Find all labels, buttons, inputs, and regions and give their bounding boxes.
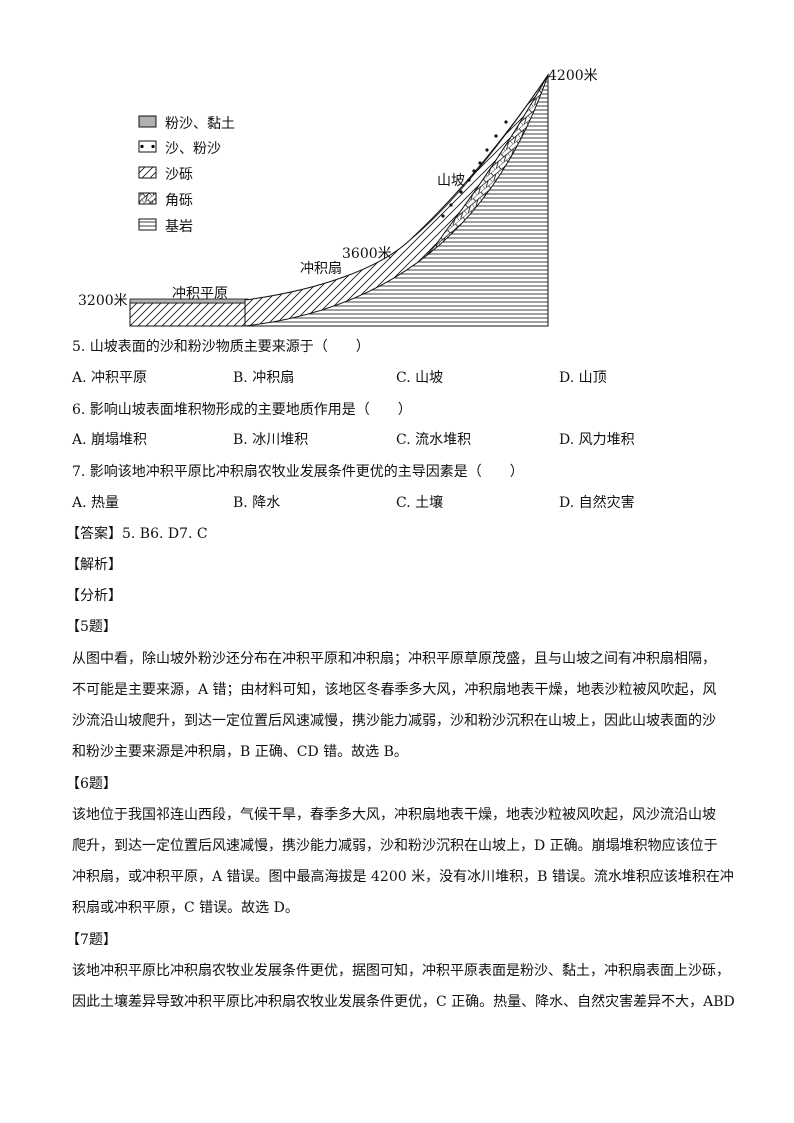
bedrock-layer xyxy=(244,74,549,327)
section-6-line: 爬升，到达一定位置后风速减慢，携沙能力减弱，沙和粉沙沉积在山坡上，D 正确。崩塌… xyxy=(72,838,718,854)
label-fan: 冲积扇 xyxy=(300,261,342,277)
q5-option-c: C. 山坡 xyxy=(396,370,444,386)
svg-text:基岩: 基岩 xyxy=(165,218,193,235)
section-5-line: 从图中看，除山坡外粉沙还分布在冲积平原和冲积扇；冲积平原草原茂盛，且与山坡之间有… xyxy=(72,651,716,667)
section-6-title: 【6题】 xyxy=(66,776,117,792)
q6-option-b: B. 冰川堆积 xyxy=(233,432,309,448)
q7-option-d: D. 自然灾害 xyxy=(559,495,635,511)
section-7-title: 【7题】 xyxy=(66,932,117,948)
q7-option-b: B. 降水 xyxy=(233,495,281,511)
svg-text:沙、粉沙: 沙、粉沙 xyxy=(165,141,221,157)
section-5-line: 不可能是主要来源，A 错；由材料可知，该地区冬春季多大风，冲积扇地表干燥，地表沙… xyxy=(72,682,717,698)
section-7-line: 因此土壤差异导致冲积平原比冲积扇农牧业发展条件更优，C 正确。热量、降水、自然灾… xyxy=(72,994,735,1010)
q6-option-c: C. 流水堆积 xyxy=(396,432,472,448)
label-plain: 冲积平原 xyxy=(172,286,228,302)
label-slope: 山坡 xyxy=(437,173,465,189)
section-5-line: 和粉沙主要来源是冲积扇，B 正确、CD 错。故选 B。 xyxy=(72,744,408,760)
fenxi-heading: 【分析】 xyxy=(66,588,122,604)
q5-option-b: B. 冲积扇 xyxy=(233,370,295,386)
svg-text:角砾: 角砾 xyxy=(165,193,193,209)
q5-option-a: A. 冲积平原 xyxy=(72,370,148,386)
section-7-line: 该地冲积平原比冲积扇农牧业发展条件更优，据图可知，冲积平原表面是粉沙、黏土，冲积… xyxy=(72,963,730,979)
label-base: 3200米 xyxy=(78,293,128,309)
label-peak: 4200米 xyxy=(548,68,598,84)
question-7-stem: 7. 影响该地冲积平原比冲积扇农牧业发展条件更优的主导因素是（ ） xyxy=(72,464,524,480)
answer: 【答案】5. B6. D7. C xyxy=(66,526,208,542)
q7-option-c: C. 土壤 xyxy=(396,495,444,511)
q7-option-a: A. 热量 xyxy=(72,495,120,511)
q5-option-d: D. 山顶 xyxy=(559,370,607,386)
question-5-stem: 5. 山坡表面的沙和粉沙物质主要来源于（ ） xyxy=(72,339,370,355)
q6-option-a: A. 崩塌堆积 xyxy=(72,432,148,448)
q6-option-d: D. 风力堆积 xyxy=(559,432,635,448)
geology-cross-section-diagram: 4200米 3200米 3600米 山坡 冲积扇 冲积平原 粉沙、黏土 沙、粉沙… xyxy=(78,68,598,327)
question-6-stem: 6. 影响山坡表面堆积物形成的主要地质作用是（ ） xyxy=(72,402,412,418)
svg-text:粉沙、黏土: 粉沙、黏土 xyxy=(165,116,235,132)
jiexi-heading: 【解析】 xyxy=(66,557,122,573)
section-6-line: 该地位于我国祁连山西段，气候干旱，春季多大风，冲积扇地表干燥，地表沙粒被风吹起，… xyxy=(72,807,716,823)
section-6-line: 冲积扇，或冲积平原，A 错误。图中最高海拔是 4200 米，没有冰川堆积，B 错… xyxy=(72,869,734,885)
section-5-title: 【5题】 xyxy=(66,619,117,635)
section-6-line: 积扇或冲积平原，C 错误。故选 D。 xyxy=(72,900,299,916)
section-5-line: 沙流沿山坡爬升，到达一定位置后风速减慢，携沙能力减弱，沙和粉沙沉积在山坡上，因此… xyxy=(72,713,716,729)
legend: 粉沙、黏土 沙、粉沙 沙砾 角砾 基岩 xyxy=(138,115,235,235)
svg-text:沙砾: 沙砾 xyxy=(165,167,193,183)
label-fan-top: 3600米 xyxy=(342,246,392,262)
